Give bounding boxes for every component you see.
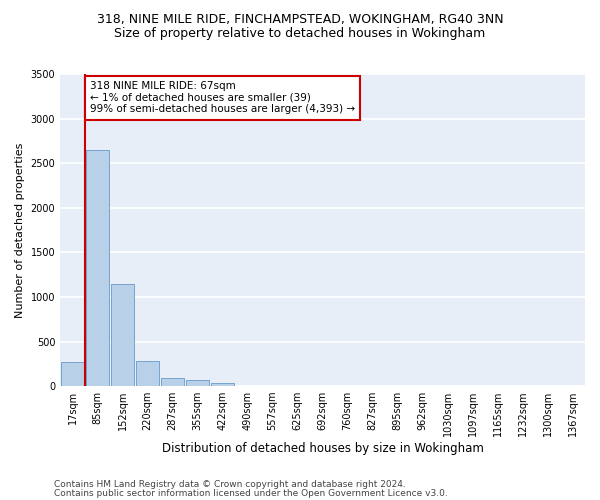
Bar (187, 380, 209, 386)
X-axis label: Distribution of detached houses by size in Wokingham: Distribution of detached houses by size … (161, 442, 484, 455)
Text: Contains HM Land Registry data © Crown copyright and database right 2024.: Contains HM Land Registry data © Crown c… (54, 480, 406, 489)
Text: 318 NINE MILE RIDE: 67sqm
← 1% of detached houses are smaller (39)
99% of semi-d: 318 NINE MILE RIDE: 67sqm ← 1% of detach… (90, 81, 355, 114)
Bar (136, 360, 159, 386)
Text: Contains public sector information licensed under the Open Government Licence v3: Contains public sector information licen… (54, 488, 448, 498)
Bar (61, 362, 84, 386)
Bar (161, 378, 184, 386)
Bar (211, 382, 234, 386)
Text: Size of property relative to detached houses in Wokingham: Size of property relative to detached ho… (115, 28, 485, 40)
Bar (86, 150, 109, 386)
Y-axis label: Number of detached properties: Number of detached properties (15, 142, 25, 318)
Text: 318, NINE MILE RIDE, FINCHAMPSTEAD, WOKINGHAM, RG40 3NN: 318, NINE MILE RIDE, FINCHAMPSTEAD, WOKI… (97, 12, 503, 26)
Bar (112, 284, 134, 386)
